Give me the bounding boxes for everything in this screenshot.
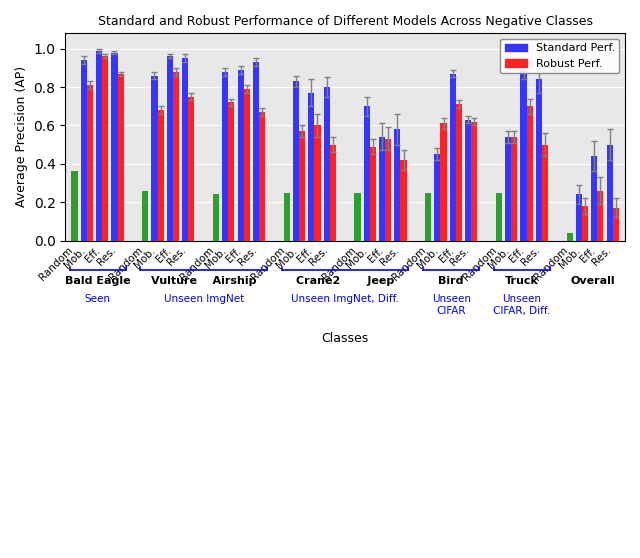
Bar [496, 193, 502, 240]
Text: Unseen
CIFAR: Unseen CIFAR [432, 295, 471, 316]
Bar [213, 195, 219, 240]
Bar [244, 89, 250, 240]
Text: Crane2       Jeep: Crane2 Jeep [296, 276, 394, 286]
Bar [364, 106, 370, 240]
Bar [293, 81, 299, 240]
Bar [157, 110, 164, 240]
Bar [355, 193, 360, 240]
Bar [536, 79, 542, 240]
Text: Overall: Overall [570, 276, 615, 286]
Bar [566, 233, 573, 240]
Text: Unseen ImgNet, Diff.: Unseen ImgNet, Diff. [291, 295, 399, 304]
Bar [542, 145, 548, 240]
Bar [597, 191, 604, 240]
Bar [465, 119, 471, 240]
Bar [81, 60, 87, 240]
Bar [520, 70, 527, 240]
Bar [111, 52, 118, 240]
Bar [96, 51, 102, 240]
Bar [607, 145, 612, 240]
Text: Bald Eagle: Bald Eagle [65, 276, 131, 286]
Bar [527, 106, 532, 240]
Bar [370, 147, 376, 240]
Y-axis label: Average Precision (AP): Average Precision (AP) [15, 66, 28, 208]
Bar [456, 104, 462, 240]
Bar [440, 123, 447, 240]
Bar [425, 193, 431, 240]
Bar [314, 126, 321, 240]
Bar [284, 193, 290, 240]
Bar [259, 112, 265, 240]
Text: Classes: Classes [321, 331, 369, 345]
Bar [324, 87, 330, 240]
Bar [118, 74, 124, 240]
Bar [167, 56, 173, 240]
Legend: Standard Perf., Robust Perf.: Standard Perf., Robust Perf. [500, 39, 620, 73]
Bar [308, 93, 314, 240]
Bar [330, 145, 336, 240]
Title: Standard and Robust Performance of Different Models Across Negative Classes: Standard and Robust Performance of Diffe… [98, 15, 593, 28]
Bar [394, 129, 401, 240]
Bar [142, 191, 148, 240]
Bar [576, 195, 582, 240]
Bar [222, 71, 228, 240]
Bar [435, 154, 440, 240]
Bar [612, 208, 619, 240]
Text: Truck: Truck [505, 276, 539, 286]
Bar [299, 131, 305, 240]
Bar [173, 71, 179, 240]
Bar [152, 75, 157, 240]
Bar [102, 56, 108, 240]
Bar [72, 171, 77, 240]
Bar [385, 139, 391, 240]
Bar [379, 137, 385, 240]
Text: Vulture    Airship: Vulture Airship [151, 276, 257, 286]
Bar [237, 70, 244, 240]
Bar [591, 156, 597, 240]
Bar [511, 137, 517, 240]
Bar [471, 122, 477, 240]
Text: Unseen ImgNet: Unseen ImgNet [164, 295, 244, 304]
Bar [182, 58, 188, 240]
Bar [401, 160, 406, 240]
Bar [253, 62, 259, 240]
Bar [228, 102, 234, 240]
Bar [505, 137, 511, 240]
Text: Seen: Seen [84, 295, 111, 304]
Bar [87, 85, 93, 240]
Bar [450, 74, 456, 240]
Bar [188, 97, 195, 240]
Bar [582, 206, 588, 240]
Text: Unseen
CIFAR, Diff.: Unseen CIFAR, Diff. [493, 295, 550, 316]
Text: Bird: Bird [438, 276, 464, 286]
